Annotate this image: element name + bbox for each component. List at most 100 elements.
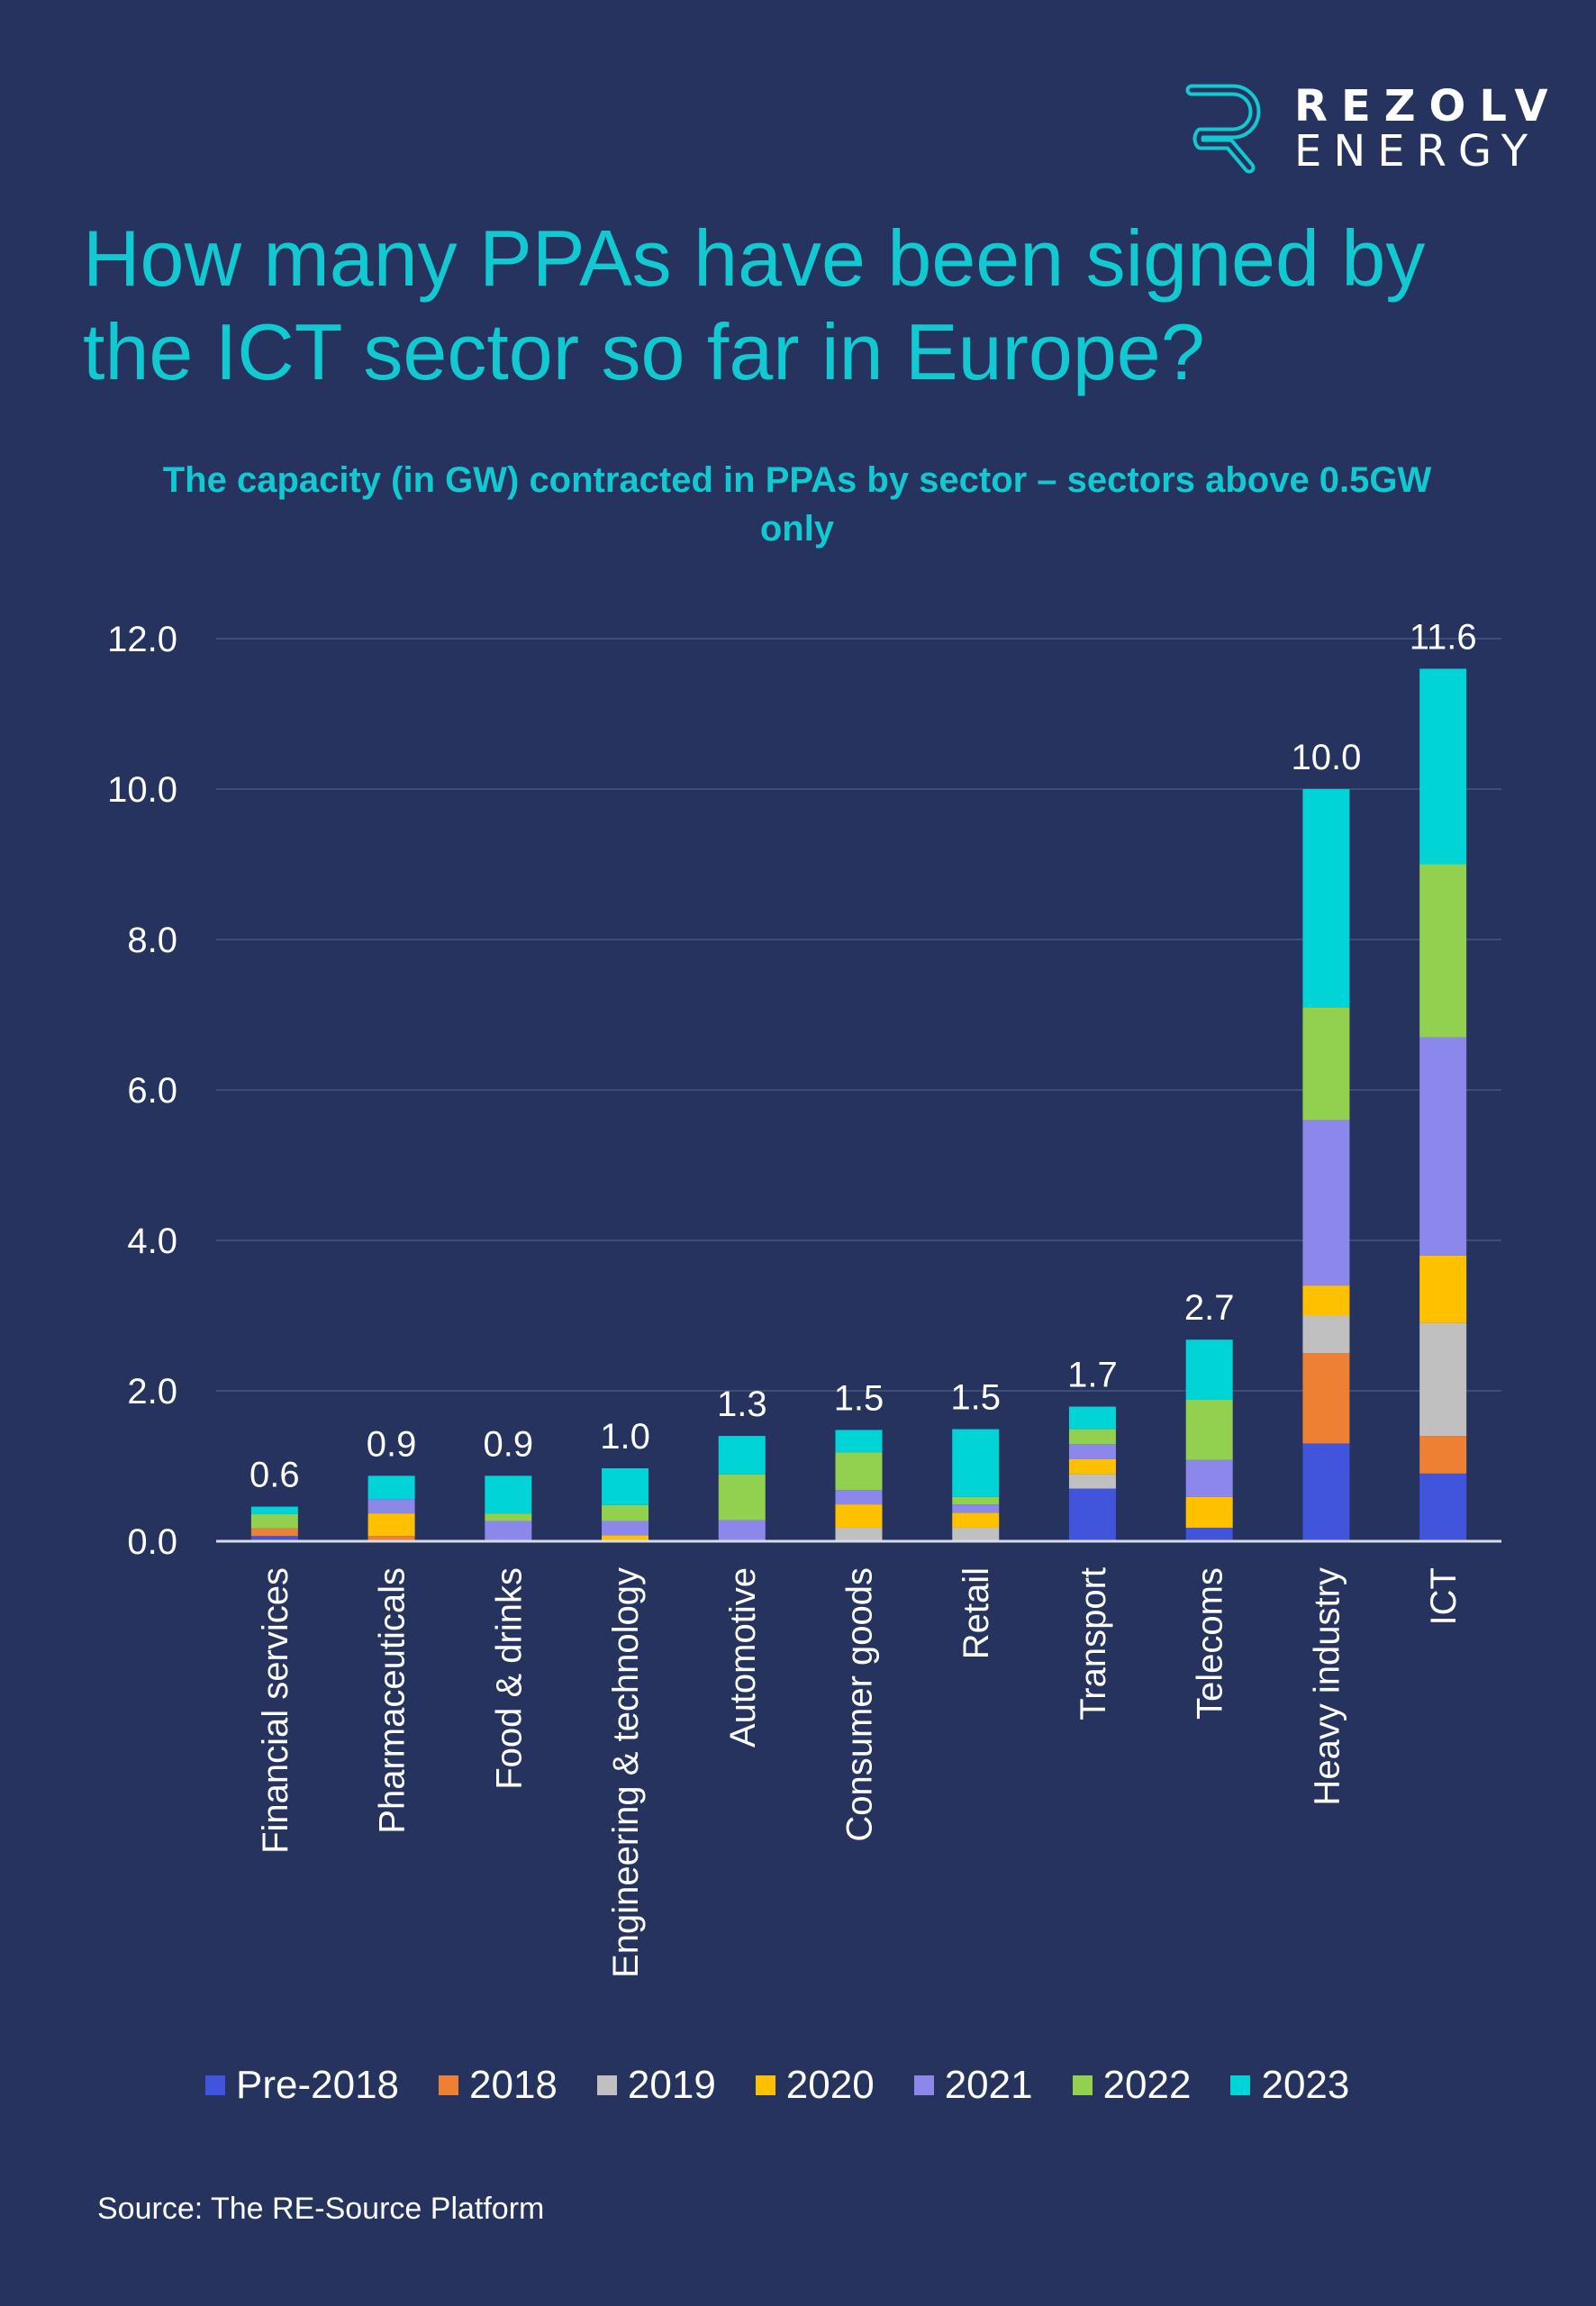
bar-segment: [835, 1490, 883, 1505]
legend-item: 2020: [755, 2063, 875, 2108]
y-tick-label: 12.0: [107, 620, 177, 659]
legend-label: 2020: [785, 2063, 875, 2107]
bar-segment: [952, 1527, 1000, 1541]
brand-name: REZOLV: [1294, 81, 1562, 132]
bar-segment: [1419, 1473, 1467, 1541]
bar-stack: [1302, 789, 1350, 1541]
bar-segment: [1185, 1496, 1233, 1528]
x-tick-label: Automotive: [723, 1567, 763, 1748]
x-axis-ticks: Financial services Pharmaceuticals Food & …: [256, 1567, 1464, 1978]
bar-segment: [367, 1475, 415, 1500]
x-tick-label: Financial services: [256, 1567, 295, 1854]
y-tick-label: 2.0: [127, 1372, 177, 1412]
legend-item: 2019: [596, 2063, 716, 2108]
total-label: 0.6: [249, 1456, 300, 1495]
bar-segment: [952, 1496, 1000, 1505]
total-label: 10.0: [1291, 738, 1361, 777]
bar-stack: [1068, 1406, 1116, 1541]
y-tick-label: 8.0: [127, 921, 177, 960]
legend: Pre-2018 2018 2019 2020 2021 2022 2023: [205, 2063, 1389, 2108]
bar-segment: [1302, 1315, 1350, 1354]
bar-segment: [1068, 1488, 1116, 1541]
legend-item: 2022: [1072, 2063, 1191, 2108]
bar-segment: [1302, 1353, 1350, 1444]
bar-segment: [1419, 864, 1467, 1038]
legend-item: 2018: [439, 2063, 558, 2108]
bar-segment: [835, 1504, 883, 1528]
bar-segment: [1302, 789, 1350, 1008]
x-tick-label: ICT: [1424, 1567, 1464, 1625]
y-tick-label: 6.0: [127, 1071, 177, 1111]
bar-segment: [835, 1430, 883, 1453]
legend-swatch: [1072, 2075, 1093, 2095]
legend-swatch: [439, 2075, 459, 2095]
rezolv-r-logo-icon: [1185, 84, 1261, 174]
bar-segment: [1068, 1444, 1116, 1459]
y-axis-ticks: 0.0 2.0 4.0 6.0 8.0 10.0 12.0: [107, 620, 177, 1562]
bar-stack: [485, 1475, 532, 1541]
bar-segment: [718, 1436, 766, 1475]
bar-segment: [250, 1506, 298, 1514]
page-title: How many PPAs have been signed by the IC…: [83, 213, 1426, 396]
x-tick-label: Transport: [1074, 1567, 1113, 1720]
x-tick-label: Pharmaceuticals: [373, 1567, 413, 1834]
x-tick-label: Engineering & technology: [606, 1567, 646, 1978]
bar-segment: [1419, 1255, 1467, 1323]
source-note: Source: The RE-Source Platform: [97, 2192, 545, 2226]
bar-segment: [250, 1528, 298, 1537]
legend-swatch: [1230, 2075, 1251, 2095]
bar-stack: [367, 1475, 415, 1541]
legend-label: 2023: [1261, 2063, 1350, 2107]
bar-segment: [1185, 1339, 1233, 1401]
legend-swatch: [596, 2075, 617, 2095]
bar-segment: [1419, 1037, 1467, 1256]
brand-subname: ENERGY: [1294, 126, 1540, 177]
y-tick-label: 4.0: [127, 1221, 177, 1261]
total-label: 2.7: [1184, 1288, 1235, 1328]
bar-segment: [602, 1504, 649, 1521]
legend-label: 2021: [944, 2063, 1033, 2107]
gridlines: [216, 638, 1501, 1392]
bar-stack: [250, 1506, 298, 1541]
legend-item: 2023: [1230, 2063, 1349, 2108]
bar-segment: [602, 1521, 649, 1536]
bar-stack: [1419, 668, 1467, 1541]
legend-swatch: [205, 2075, 225, 2095]
bar-segment: [1185, 1459, 1233, 1497]
total-label: 1.5: [950, 1378, 1001, 1418]
total-label: 1.5: [834, 1378, 884, 1418]
stacked-bar-chart: 0.0 2.0 4.0 6.0 8.0 10.0 12.0 0.6 0.9 0.9 1.0 1.3 1…: [107, 617, 1501, 1978]
bar-segment: [1419, 668, 1467, 865]
bars: [250, 668, 1467, 1541]
y-tick-label: 10.0: [107, 770, 177, 810]
bar-segment: [1068, 1406, 1116, 1430]
legend-swatch: [755, 2075, 775, 2095]
bar-segment: [1419, 1436, 1467, 1474]
chart-title: The capacity (in GW) contracted in PPAs …: [162, 460, 1432, 549]
bar-stack: [718, 1436, 766, 1541]
x-tick-label: Food & drinks: [489, 1567, 529, 1790]
bar-segment: [250, 1513, 298, 1529]
total-label: 1.3: [717, 1385, 767, 1424]
legend-item: Pre-2018: [205, 2063, 399, 2108]
bar-segment: [952, 1512, 1000, 1528]
legend-label: Pre-2018: [236, 2063, 400, 2107]
y-tick-label: 0.0: [127, 1522, 177, 1562]
x-tick-label: Telecoms: [1191, 1567, 1230, 1720]
bar-segment: [835, 1527, 883, 1541]
legend-label: 2018: [469, 2063, 558, 2107]
bar-segment: [1185, 1527, 1233, 1541]
total-label: 1.0: [600, 1417, 650, 1457]
bar-segment: [1068, 1458, 1116, 1475]
bar-segment: [1302, 1443, 1350, 1541]
legend-item: 2021: [913, 2063, 1033, 2108]
bar-stack: [602, 1468, 649, 1541]
bar-segment: [1068, 1474, 1116, 1489]
bar-segment: [718, 1474, 766, 1521]
bar-segment: [1302, 1285, 1350, 1316]
bar-segment: [485, 1513, 532, 1521]
total-label: 11.6: [1410, 617, 1477, 657]
bar-segment: [1302, 1120, 1350, 1286]
brand-logo: REZOLV ENERGY: [1175, 79, 1563, 178]
x-tick-label: Consumer goods: [840, 1567, 880, 1842]
